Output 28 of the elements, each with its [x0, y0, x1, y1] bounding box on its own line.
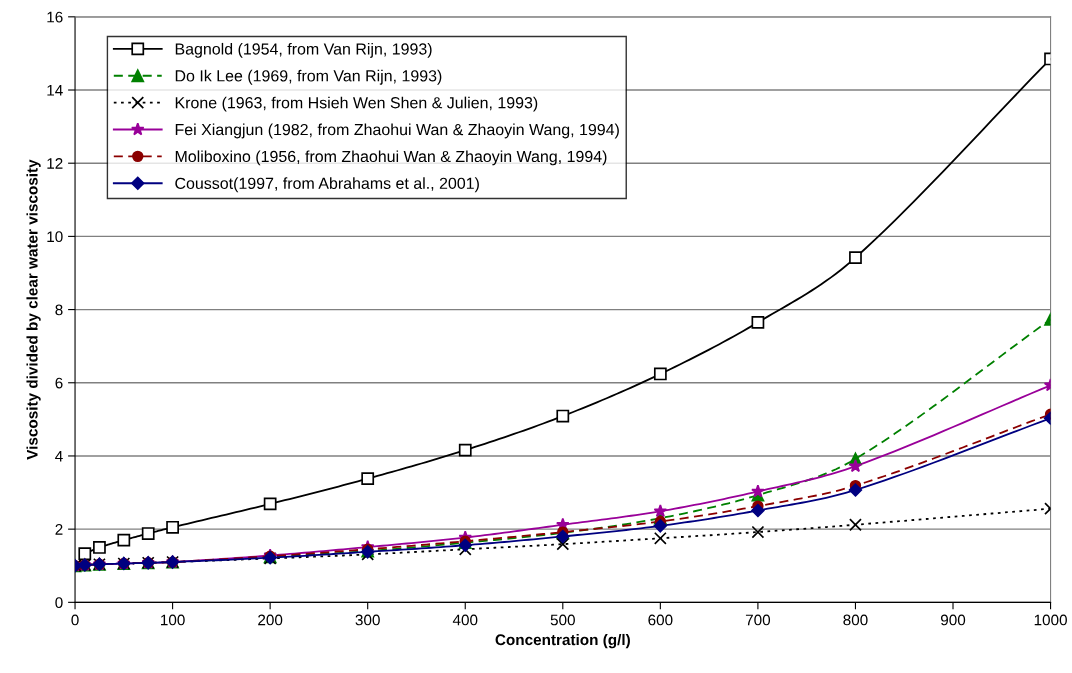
- legend-label: Krone (1963, from Hsieh Wen Shen & Julien, 1993): [175, 96, 538, 112]
- y-tick-label: 2: [55, 524, 63, 535]
- x-tick-label: 1000: [1034, 614, 1067, 626]
- legend-label: Fei Xiangjun (1982, from Zhaohui Wan & Zhaoyin Wang, 1994): [175, 123, 619, 139]
- legend-label: Do Ik Lee (1969, from Van Rijn, 1993): [175, 69, 442, 85]
- legend-label: Coussot(1997, from Abrahams et al., 2001): [175, 177, 479, 193]
- y-tick-label: 6: [55, 377, 63, 389]
- x-tick-label: 500: [550, 614, 575, 626]
- x-tick-label: 200: [258, 614, 283, 626]
- x-axis-title: Concentration (g/l): [495, 633, 630, 649]
- legend-label: Moliboxino (1956, from Zhaohui Wan & Zhaoyin Wang, 1994): [175, 150, 607, 166]
- y-tick-label: 16: [47, 11, 63, 23]
- x-tick-label: 300: [355, 614, 380, 626]
- x-tick-label: 400: [452, 614, 478, 626]
- x-tick-label: 700: [745, 614, 771, 626]
- y-tick-label: 0: [55, 597, 63, 609]
- x-tick-label: 900: [940, 614, 966, 626]
- x-tick-label: 0: [71, 614, 79, 626]
- y-tick-label: 8: [55, 304, 63, 316]
- y-tick-label: 14: [47, 85, 63, 96]
- y-tick-label: 12: [47, 158, 63, 169]
- x-tick-label: 100: [161, 614, 185, 626]
- y-tick-label: 10: [47, 231, 63, 243]
- y-tick-label: 4: [55, 450, 63, 462]
- x-tick-label: 600: [648, 614, 673, 626]
- y-axis-title: Viscosity divided by clear water viscosity: [26, 159, 41, 460]
- legend-label: Bagnold (1954, from Van Rijn, 1993): [175, 42, 432, 58]
- x-tick-label: 800: [843, 614, 868, 626]
